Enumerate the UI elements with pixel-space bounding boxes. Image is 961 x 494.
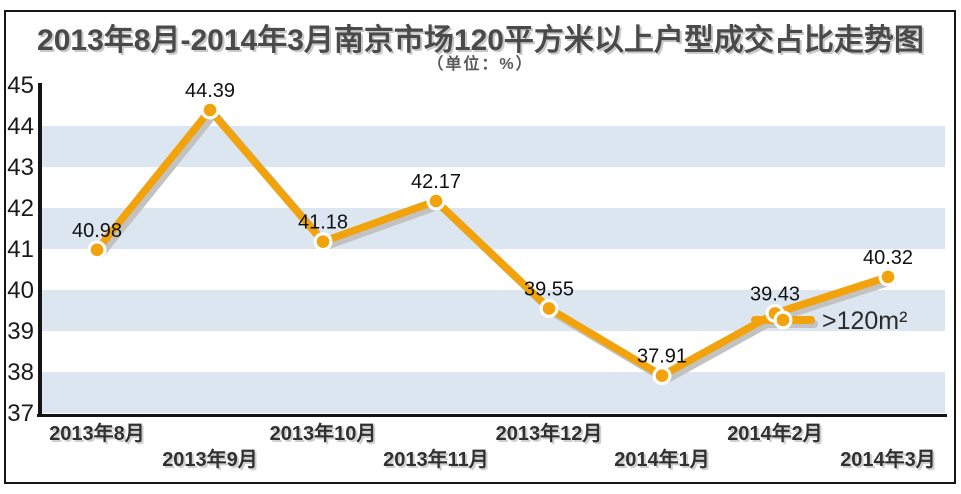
- y-tick-label: 40: [7, 277, 34, 304]
- data-point: [203, 103, 217, 117]
- data-point: [429, 194, 443, 208]
- x-category-label-shadow: 2013年11月: [385, 449, 491, 473]
- y-tick-label: 41: [7, 236, 34, 263]
- y-tick-label: 44: [7, 113, 34, 140]
- data-value-label: 40.98: [72, 220, 122, 242]
- x-category-label: 2013年8月: [49, 421, 145, 445]
- grid-band: [42, 372, 945, 413]
- x-category-label-shadow: 2014年1月: [616, 449, 712, 473]
- data-point: [542, 302, 556, 315]
- y-tick-label: 42: [7, 195, 34, 222]
- x-category-label-shadow: 2013年8月: [51, 423, 147, 447]
- x-category-label: 2013年9月: [162, 447, 258, 471]
- data-point: [881, 270, 895, 284]
- y-tick-label: 39: [7, 318, 34, 345]
- data-value-label: 39.43: [750, 283, 800, 305]
- y-tick-label: 37: [7, 400, 34, 427]
- legend-marker-dot: [776, 313, 790, 327]
- x-category-label: 2014年1月: [614, 447, 710, 471]
- x-category-label-shadow: 2014年3月: [842, 449, 938, 473]
- x-category-label: 2013年10月: [270, 421, 377, 445]
- x-axis-line: [37, 414, 947, 417]
- x-category-label-shadow: 2013年12月: [498, 423, 605, 447]
- x-category-label-shadow: 2014年2月: [729, 423, 825, 447]
- x-category-label-shadow: 2013年9月: [164, 449, 260, 473]
- data-value-label: 37.91: [637, 346, 687, 368]
- x-category-label: 2014年3月: [840, 447, 936, 471]
- x-category-label: 2013年12月: [496, 421, 603, 445]
- data-value-label: 39.55: [524, 278, 574, 300]
- data-value-label: 44.39: [185, 80, 235, 102]
- chart-title: 2013年8月-2014年3月南京市场120平方米以上户型成交占比走势图: [37, 24, 924, 57]
- data-point: [655, 369, 669, 382]
- y-tick-label: 38: [7, 359, 34, 386]
- y-tick-label: 45: [7, 72, 34, 99]
- data-value-label: 42.17: [411, 171, 461, 193]
- legend-label: >120m²: [822, 307, 907, 335]
- y-axis-line: [38, 83, 42, 417]
- x-category-label-shadow: 2013年10月: [272, 423, 379, 447]
- data-value-label: 40.32: [863, 247, 913, 269]
- chart-subtitle: （单位：%）: [427, 56, 534, 73]
- x-category-label: 2014年2月: [727, 421, 823, 445]
- data-point: [90, 243, 104, 257]
- data-point: [316, 235, 330, 248]
- y-tick-label: 43: [7, 154, 34, 181]
- x-category-label: 2013年11月: [383, 447, 489, 471]
- data-value-label: 41.18: [298, 212, 348, 234]
- grid-band: [42, 208, 945, 249]
